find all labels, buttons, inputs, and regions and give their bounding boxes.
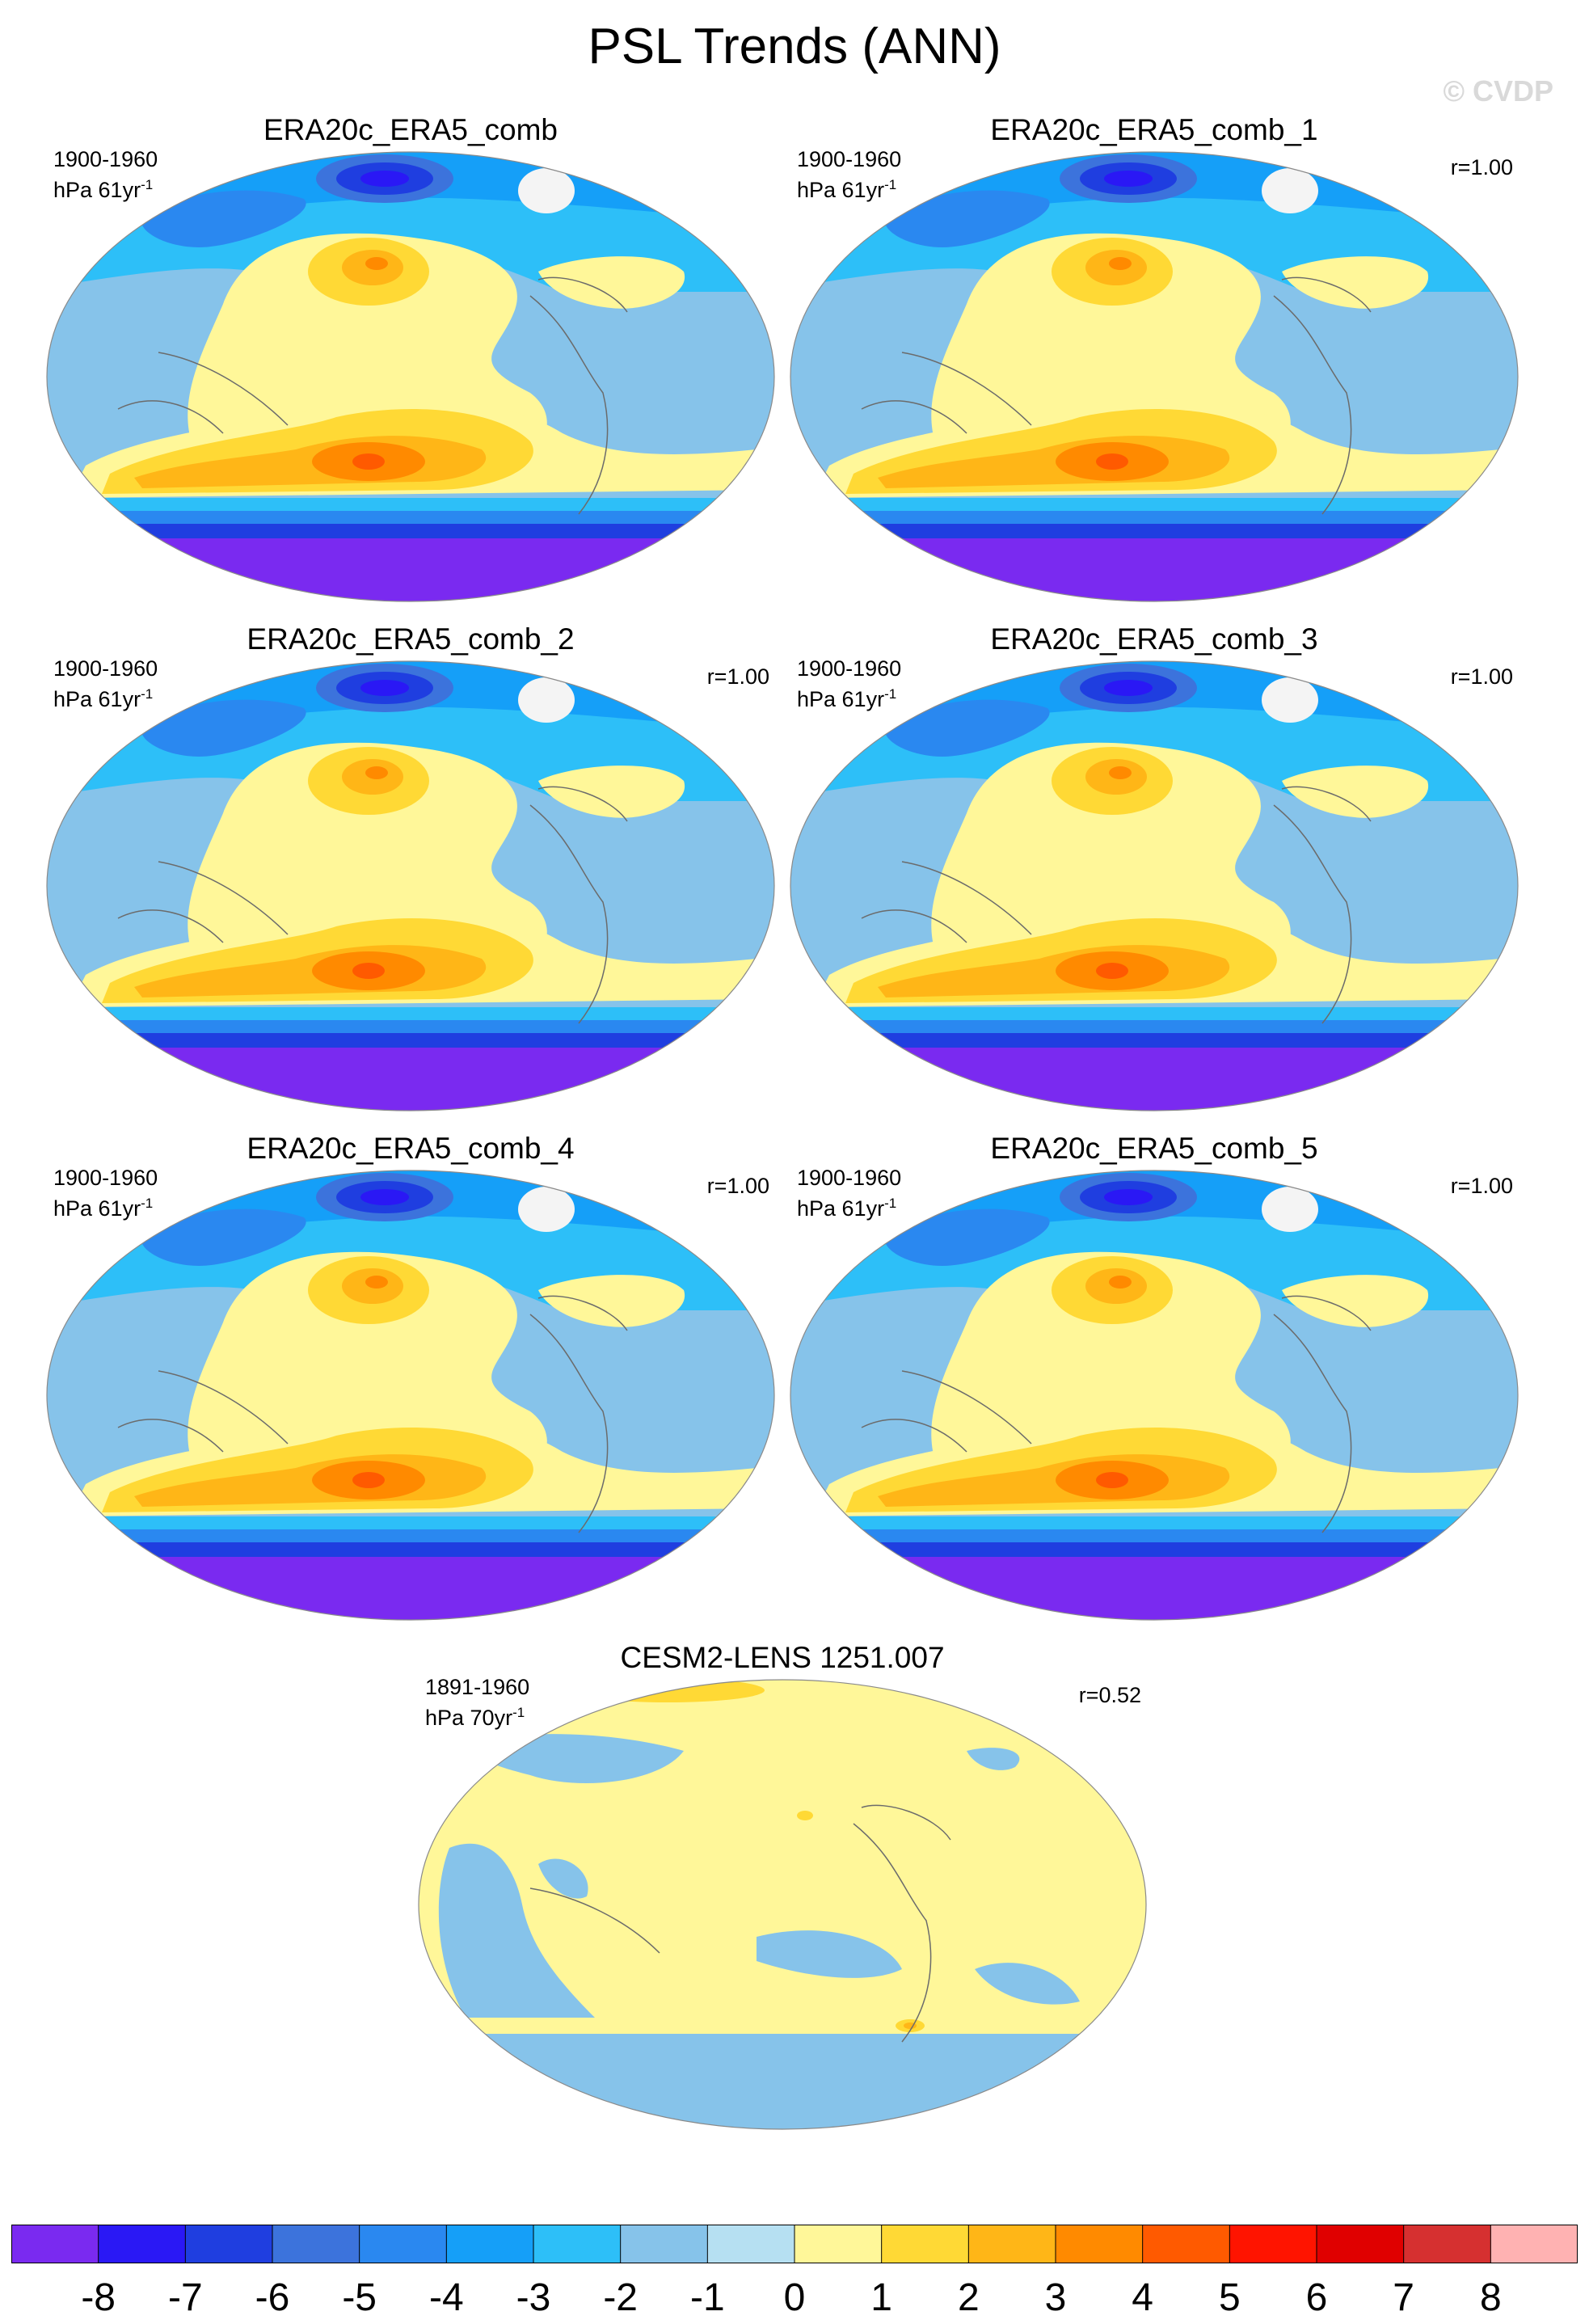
colorbar-swatch bbox=[446, 2225, 533, 2263]
colorbar-tick-label: 8 bbox=[1479, 2276, 1502, 2319]
pattern-correlation: r=1.00 bbox=[706, 664, 769, 689]
map-panel: ERA20c_ERA5_comb_1 1900-1960 hPa 61yr-1 r=1… bbox=[789, 113, 1519, 614]
cvdp-watermark: © CVDP bbox=[1443, 74, 1553, 108]
robinson-map bbox=[46, 151, 775, 602]
colorbar-tick-label: -5 bbox=[342, 2276, 377, 2319]
panel-period: 1900-1960 bbox=[53, 1166, 158, 1190]
colorbar-tick-label: 7 bbox=[1393, 2276, 1415, 2319]
colorbar-tick-label: 0 bbox=[783, 2276, 806, 2319]
colorbar-swatch bbox=[1317, 2225, 1404, 2263]
colorbar-tick-label: -8 bbox=[81, 2276, 116, 2319]
colorbar-tick-label: 3 bbox=[1044, 2276, 1067, 2319]
panel-units: hPa 61yr-1 bbox=[53, 686, 154, 711]
pattern-correlation: r=0.52 bbox=[1078, 1683, 1141, 1707]
colorbar-tick-label: -6 bbox=[255, 2276, 290, 2319]
colorbar-swatch bbox=[968, 2225, 1056, 2263]
robinson-map bbox=[418, 1679, 1147, 2130]
colorbar-swatch bbox=[1490, 2225, 1578, 2263]
colorbar-swatch bbox=[707, 2225, 794, 2263]
colorbar-tick-label: -3 bbox=[516, 2276, 551, 2319]
colorbar-tick-label: -1 bbox=[689, 2276, 725, 2319]
panel-period: 1900-1960 bbox=[797, 147, 902, 171]
panel-units: hPa 61yr-1 bbox=[797, 177, 897, 202]
colorbar-swatch bbox=[1403, 2225, 1491, 2263]
colorbar-tick-label: 4 bbox=[1132, 2276, 1154, 2319]
map-panel: ERA20c_ERA5_comb 1900-1960 hPa 61yr-1 bbox=[45, 113, 776, 614]
panel-title: CESM2-LENS 1251.007 bbox=[620, 1641, 945, 1674]
panel-period: 1900-1960 bbox=[53, 656, 158, 681]
colorbar-swatch bbox=[1229, 2225, 1317, 2263]
panel-units: hPa 61yr-1 bbox=[797, 1196, 897, 1221]
pattern-correlation: r=1.00 bbox=[1450, 1174, 1513, 1198]
map-panel: ERA20c_ERA5_comb_3 1900-1960 hPa 61yr-1 r=1… bbox=[789, 622, 1519, 1124]
panel-title: ERA20c_ERA5_comb_2 bbox=[247, 622, 575, 656]
colorbar-swatch bbox=[620, 2225, 708, 2263]
colorbar-swatch bbox=[533, 2225, 621, 2263]
map-panel: ERA20c_ERA5_comb_2 1900-1960 hPa 61yr-1 r=1… bbox=[45, 622, 776, 1124]
colorbar-swatch bbox=[359, 2225, 447, 2263]
panel-title: ERA20c_ERA5_comb_4 bbox=[247, 1132, 575, 1165]
panel-units: hPa 61yr-1 bbox=[797, 686, 897, 711]
colorbar-tick-label: 2 bbox=[957, 2276, 980, 2319]
map-outline bbox=[46, 151, 775, 602]
panel-units: hPa 61yr-1 bbox=[53, 177, 154, 202]
colorbar-swatch bbox=[272, 2225, 360, 2263]
panel-period: 1900-1960 bbox=[797, 656, 902, 681]
panel-title: ERA20c_ERA5_comb_1 bbox=[990, 113, 1318, 146]
colorbar-tick-label: 6 bbox=[1305, 2276, 1328, 2319]
map-outline bbox=[46, 1170, 775, 1621]
map-panel: ERA20c_ERA5_comb_5 1900-1960 hPa 61yr-1 r=1… bbox=[789, 1132, 1519, 1633]
pattern-correlation: r=1.00 bbox=[1450, 155, 1513, 179]
map-outline bbox=[46, 660, 775, 1111]
figure-title: PSL Trends (ANN) bbox=[588, 19, 1001, 74]
panel-units: hPa 61yr-1 bbox=[53, 1196, 154, 1221]
robinson-map bbox=[790, 660, 1519, 1111]
panel-period: 1900-1960 bbox=[53, 147, 158, 171]
panel-title: ERA20c_ERA5_comb bbox=[263, 113, 558, 146]
colorbar-tick-label: -2 bbox=[603, 2276, 638, 2319]
robinson-map bbox=[790, 151, 1519, 602]
colorbar-swatch bbox=[185, 2225, 272, 2263]
map-outline bbox=[790, 151, 1519, 602]
colorbar-swatch bbox=[1056, 2225, 1143, 2263]
colorbar bbox=[11, 2225, 1578, 2263]
pattern-correlation: r=1.00 bbox=[706, 1174, 769, 1198]
robinson-map bbox=[46, 660, 775, 1111]
map-panel: CESM2-LENS 1251.007 1891-1960 hPa 70yr-1 r=… bbox=[417, 1641, 1148, 2142]
panel-title: ERA20c_ERA5_comb_5 bbox=[990, 1132, 1318, 1165]
pattern-correlation: r=1.00 bbox=[1450, 664, 1513, 689]
colorbar-tick-label: -7 bbox=[167, 2276, 203, 2319]
robinson-map bbox=[46, 1170, 775, 1621]
colorbar-swatch bbox=[794, 2225, 882, 2263]
panel-period: 1891-1960 bbox=[425, 1675, 530, 1699]
map-outline bbox=[790, 660, 1519, 1111]
colorbar-swatch bbox=[11, 2225, 99, 2263]
colorbar-swatch bbox=[98, 2225, 186, 2263]
panel-units: hPa 70yr-1 bbox=[425, 1705, 525, 1730]
colorbar-swatch bbox=[881, 2225, 969, 2263]
map-panel: ERA20c_ERA5_comb_4 1900-1960 hPa 61yr-1 r=1… bbox=[45, 1132, 776, 1633]
map-outline bbox=[790, 1170, 1519, 1621]
map-outline bbox=[418, 1679, 1147, 2130]
colorbar-tick-label: 5 bbox=[1218, 2276, 1241, 2319]
robinson-map bbox=[790, 1170, 1519, 1621]
colorbar-tick-label: 1 bbox=[870, 2276, 893, 2319]
panel-title: ERA20c_ERA5_comb_3 bbox=[990, 622, 1318, 656]
panel-period: 1900-1960 bbox=[797, 1166, 902, 1190]
colorbar-tick-label: -4 bbox=[428, 2276, 464, 2319]
colorbar-swatch bbox=[1142, 2225, 1230, 2263]
